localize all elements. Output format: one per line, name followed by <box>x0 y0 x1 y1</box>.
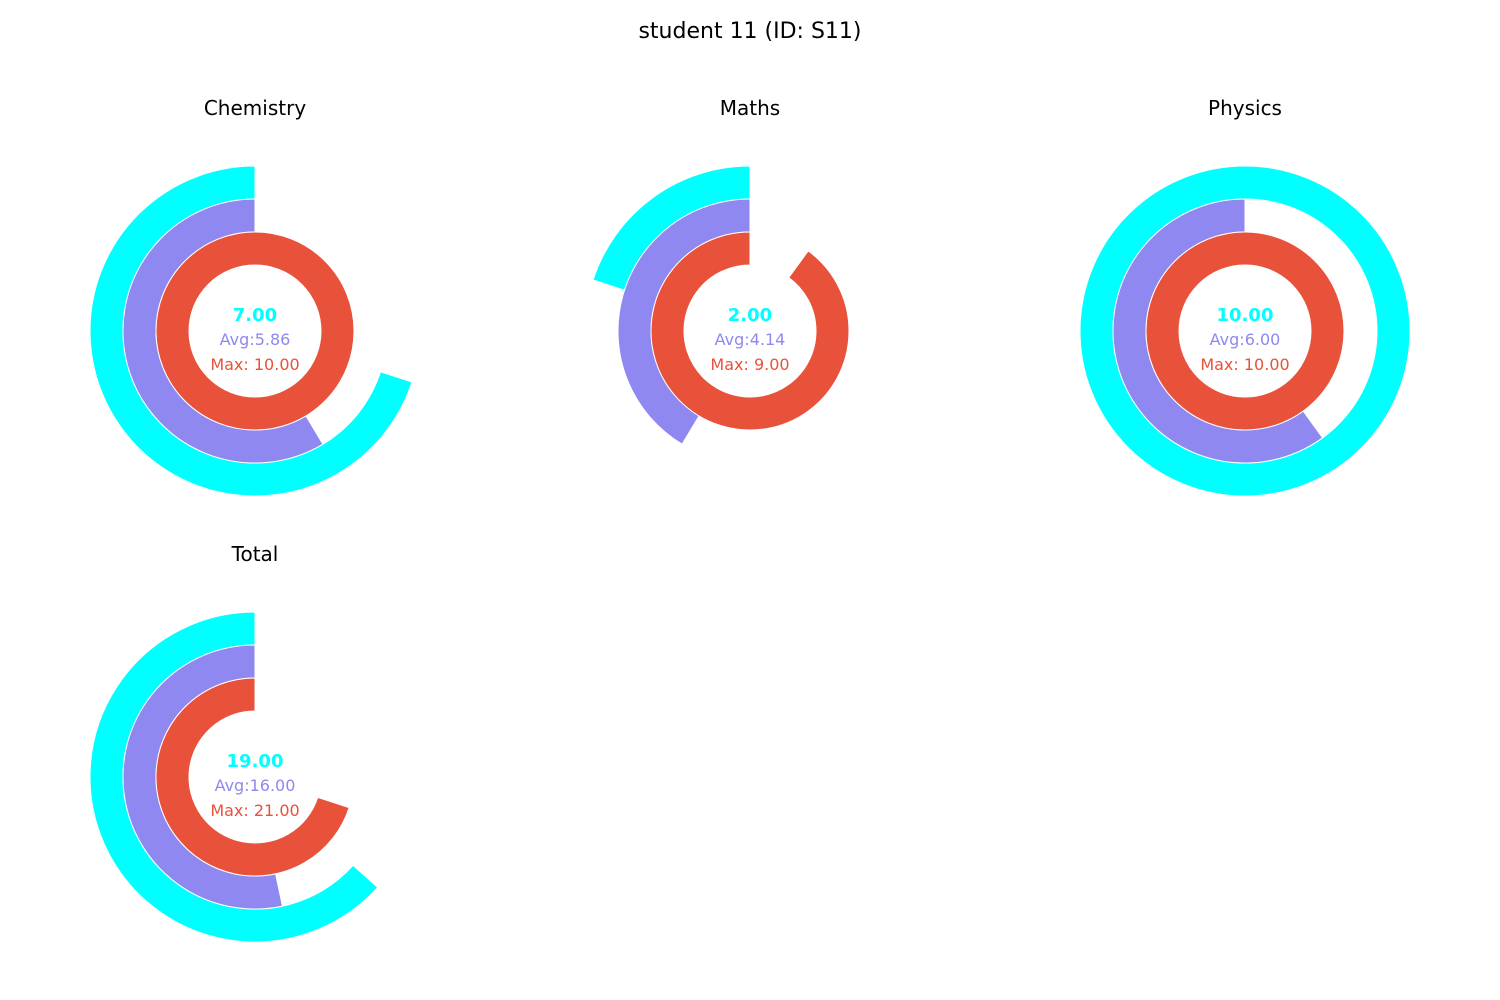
panel-title: Physics <box>1208 96 1282 120</box>
max-ring <box>650 231 850 431</box>
panel-title: Total <box>231 542 279 566</box>
panel-title: Chemistry <box>204 96 306 120</box>
score-label: 19.00 <box>227 751 284 772</box>
score-label: 2.00 <box>728 305 772 326</box>
panel-chemistry: Chemistry 7.00 Avg:5.86 Max: 10.00 <box>89 96 413 497</box>
score-label: 10.00 <box>1217 305 1274 326</box>
max-ring <box>155 231 355 431</box>
max-ring <box>155 677 350 877</box>
max-label: Max: 21.00 <box>210 801 299 820</box>
average-label: Avg:6.00 <box>1210 330 1281 349</box>
average-label: Avg:5.86 <box>220 330 291 349</box>
average-label: Avg:16.00 <box>215 776 296 795</box>
max-label: Max: 9.00 <box>710 355 789 374</box>
max-ring <box>1145 231 1345 431</box>
panel-total: Total 19.00 Avg:16.00 Max: 21.00 <box>89 542 379 943</box>
score-label: 7.00 <box>233 305 277 326</box>
average-label: Avg:4.14 <box>715 330 786 349</box>
panel-title: Maths <box>720 96 780 120</box>
max-label: Max: 10.00 <box>210 355 299 374</box>
max-label: Max: 10.00 <box>1200 355 1289 374</box>
panels: Chemistry 7.00 Avg:5.86 Max: 10.00 Maths 2.00… <box>89 96 1411 943</box>
panel-physics: Physics 10.00 Avg:6.00 Max: 10.00 <box>1079 96 1411 497</box>
figure-title: student 11 (ID: S11) <box>638 19 861 44</box>
panel-maths: Maths 2.00 Avg:4.14 Max: 9.00 <box>592 96 850 445</box>
